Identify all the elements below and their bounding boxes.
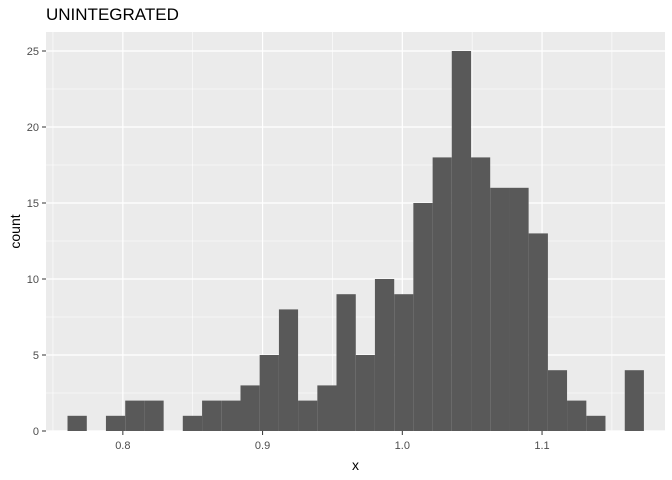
histogram-bar xyxy=(182,415,203,431)
histogram-bar xyxy=(624,370,644,431)
chart-title: UNINTEGRATED xyxy=(46,5,179,24)
x-tick-label: 1.1 xyxy=(534,440,549,452)
x-axis-title: x xyxy=(352,457,359,473)
histogram-bar xyxy=(144,400,164,431)
histogram-bar xyxy=(586,415,606,431)
histogram-bar xyxy=(298,400,318,431)
y-tick-label: 15 xyxy=(27,198,39,210)
histogram-bar xyxy=(451,51,472,431)
histogram-bar xyxy=(317,385,337,431)
histogram-bar xyxy=(567,400,587,431)
histogram-bars xyxy=(67,51,644,431)
y-tick-label: 20 xyxy=(27,122,39,134)
x-tick-label: 0.9 xyxy=(255,440,270,452)
histogram-bar xyxy=(259,355,279,431)
histogram-bar xyxy=(394,294,414,431)
x-axis-tick-labels: 0.8 0.9 1.0 1.1 xyxy=(115,440,549,452)
histogram-bar xyxy=(278,309,299,431)
histogram-bar xyxy=(202,400,222,431)
histogram-bar xyxy=(240,385,260,431)
y-axis-title: count xyxy=(7,214,23,248)
histogram-bar xyxy=(547,370,568,431)
histogram-bar xyxy=(125,400,145,431)
x-tick-label: 0.8 xyxy=(115,440,130,452)
y-tick-label: 10 xyxy=(27,274,39,286)
y-tick-label: 5 xyxy=(33,350,39,362)
histogram-bar xyxy=(67,415,87,431)
histogram-bar xyxy=(374,279,395,431)
y-tick-label: 0 xyxy=(33,426,39,438)
histogram-bar xyxy=(221,400,241,431)
histogram-bar xyxy=(105,415,126,431)
histogram-bar xyxy=(509,187,529,431)
y-tick-label: 25 xyxy=(27,46,39,58)
histogram-bar xyxy=(413,203,433,431)
histogram-bar xyxy=(355,355,375,431)
histogram-bar xyxy=(471,157,491,431)
axis-ticks xyxy=(42,50,543,435)
x-tick-label: 1.0 xyxy=(395,440,410,452)
y-axis-tick-labels: 0 5 10 15 20 25 xyxy=(27,46,39,438)
histogram-bar xyxy=(432,157,452,431)
histogram-bar xyxy=(490,187,510,431)
histogram-bar xyxy=(336,294,356,431)
histogram-bar xyxy=(528,233,548,431)
